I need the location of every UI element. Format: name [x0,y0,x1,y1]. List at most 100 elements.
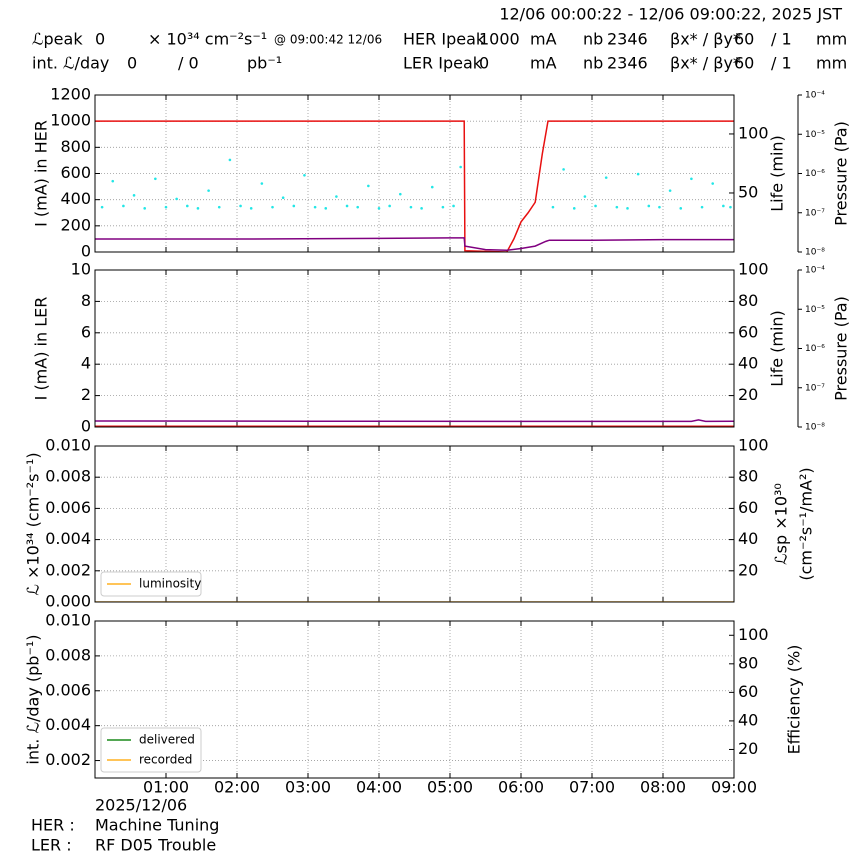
y2-label: Efficiency (%) [785,645,804,755]
y-tick-label: 0.006 [45,680,91,699]
y3-tick-label: 10⁻⁵ [805,130,825,140]
y-tick-label: 0.002 [45,750,91,769]
header-field: mA [530,30,557,49]
header-field: 2346 [607,54,648,73]
scatter-point [367,184,370,188]
header-field: βx* / βy* [670,30,741,49]
her-label: HER : [31,816,75,835]
y3-label: Pressure (Pa) [832,121,851,226]
y2-label: (cm⁻²s⁻¹/mA²) [797,467,816,580]
scatter-point [228,158,232,162]
header-field: mA [530,54,557,73]
y-label: int. ℒ/day (pb⁻¹) [24,634,43,764]
y3-tick-label: 10⁻⁸ [805,423,825,433]
y2-tick-label: 20 [738,385,758,404]
x-tick-label: 04:00 [356,778,402,797]
header-field: LER Ipeak [403,54,483,73]
y2-tick-label: 60 [738,682,758,701]
scatter-point [324,207,328,210]
y-tick-label: 4 [81,354,91,373]
scatter-point [249,207,253,210]
scatter-point [700,205,704,209]
time-range: 12/06 00:00:22 - 12/06 09:00:22, 2025 JS… [499,5,842,24]
header-field: @ 09:00:42 12/06 [274,33,382,47]
y-tick-label: 0.000 [45,592,91,611]
scatter-point [143,207,146,210]
her-status: Machine Tuning [95,816,219,835]
series-line [95,237,734,251]
y3-tick-label: 10⁻⁶ [805,344,825,354]
y2-tick-label: 60 [738,322,758,341]
x-tick-label: 05:00 [427,778,473,797]
series-line [95,120,734,252]
y-tick-label: 0 [81,417,91,436]
x-tick-label: 09:00 [711,778,757,797]
scatter-point [626,207,629,210]
header-field: 60 [734,30,754,49]
scatter-point [196,207,200,210]
y-tick-label: 0.006 [45,498,91,517]
plot-frame [94,620,735,779]
y2-tick-label: 60 [738,498,758,517]
header-field: HER Ipeak [403,30,486,49]
scatter-point [154,177,157,181]
scatter-point [100,205,104,209]
header-field: int. ℒ/day [32,54,109,73]
y2-tick-label: 100 [738,123,769,142]
scatter-point [647,204,651,208]
plot-area [95,419,734,427]
y-tick-label: 0.002 [45,560,91,579]
scatter-point [281,196,285,199]
x-tick-label: 07:00 [569,778,615,797]
header-field: / 1 [771,30,792,49]
scatter-point [207,189,210,192]
y-tick-label: 10 [71,260,91,279]
y-label: I (mA) in HER [32,120,51,227]
y2-tick-label: 20 [738,560,758,579]
y2-tick-label: 40 [738,354,758,373]
y3-tick-label: 10⁻⁵ [805,305,825,315]
header-field: 1000 [479,30,520,49]
scatter-point [260,182,264,185]
header-field: βx* / βy* [670,54,741,73]
y-tick-label: 0.008 [45,467,91,486]
scatter-point [572,207,576,210]
y2-tick-label: 100 [738,625,769,644]
scatter-point [690,177,693,181]
header-field: 0 [95,30,105,49]
scatter-point [388,204,391,208]
y2-label: Life (min) [768,135,787,212]
x-tick-label: 08:00 [640,778,686,797]
scatter-point [679,207,683,210]
scatter-point [313,205,317,209]
x-tick-label: 01:00 [143,778,189,797]
y3-tick-label: 10⁻⁴ [805,266,825,276]
y2-tick-label: 80 [738,653,758,672]
plot-frame [94,445,735,603]
scatter-point [122,204,125,208]
scatter-point [175,197,178,201]
scatter-point [711,182,714,185]
scatter-point [668,189,672,192]
scatter-point [399,192,402,196]
y-tick-label: 0 [81,242,91,261]
series-line [95,419,734,423]
date: 2025/12/06 [95,796,187,815]
scatter-point [583,195,587,198]
scatter-point [335,195,338,198]
scatter-point [615,205,619,209]
y3-label: Pressure (Pa) [832,296,851,401]
y-tick-label: 6 [81,322,91,341]
y-tick-label: 200 [60,215,91,234]
y-label: ℒ ×10³⁴ (cm⁻²s⁻¹) [24,452,43,595]
header-field: mm [816,54,847,73]
scatter-point [594,204,597,208]
scatter-point [551,205,555,209]
header-field: 0 [479,54,489,73]
legend-box [100,727,202,773]
y-tick-label: 400 [60,189,91,208]
scatter-point [377,207,381,210]
scatter-point [658,205,661,209]
ler-status: RF D05 Trouble [95,836,216,855]
